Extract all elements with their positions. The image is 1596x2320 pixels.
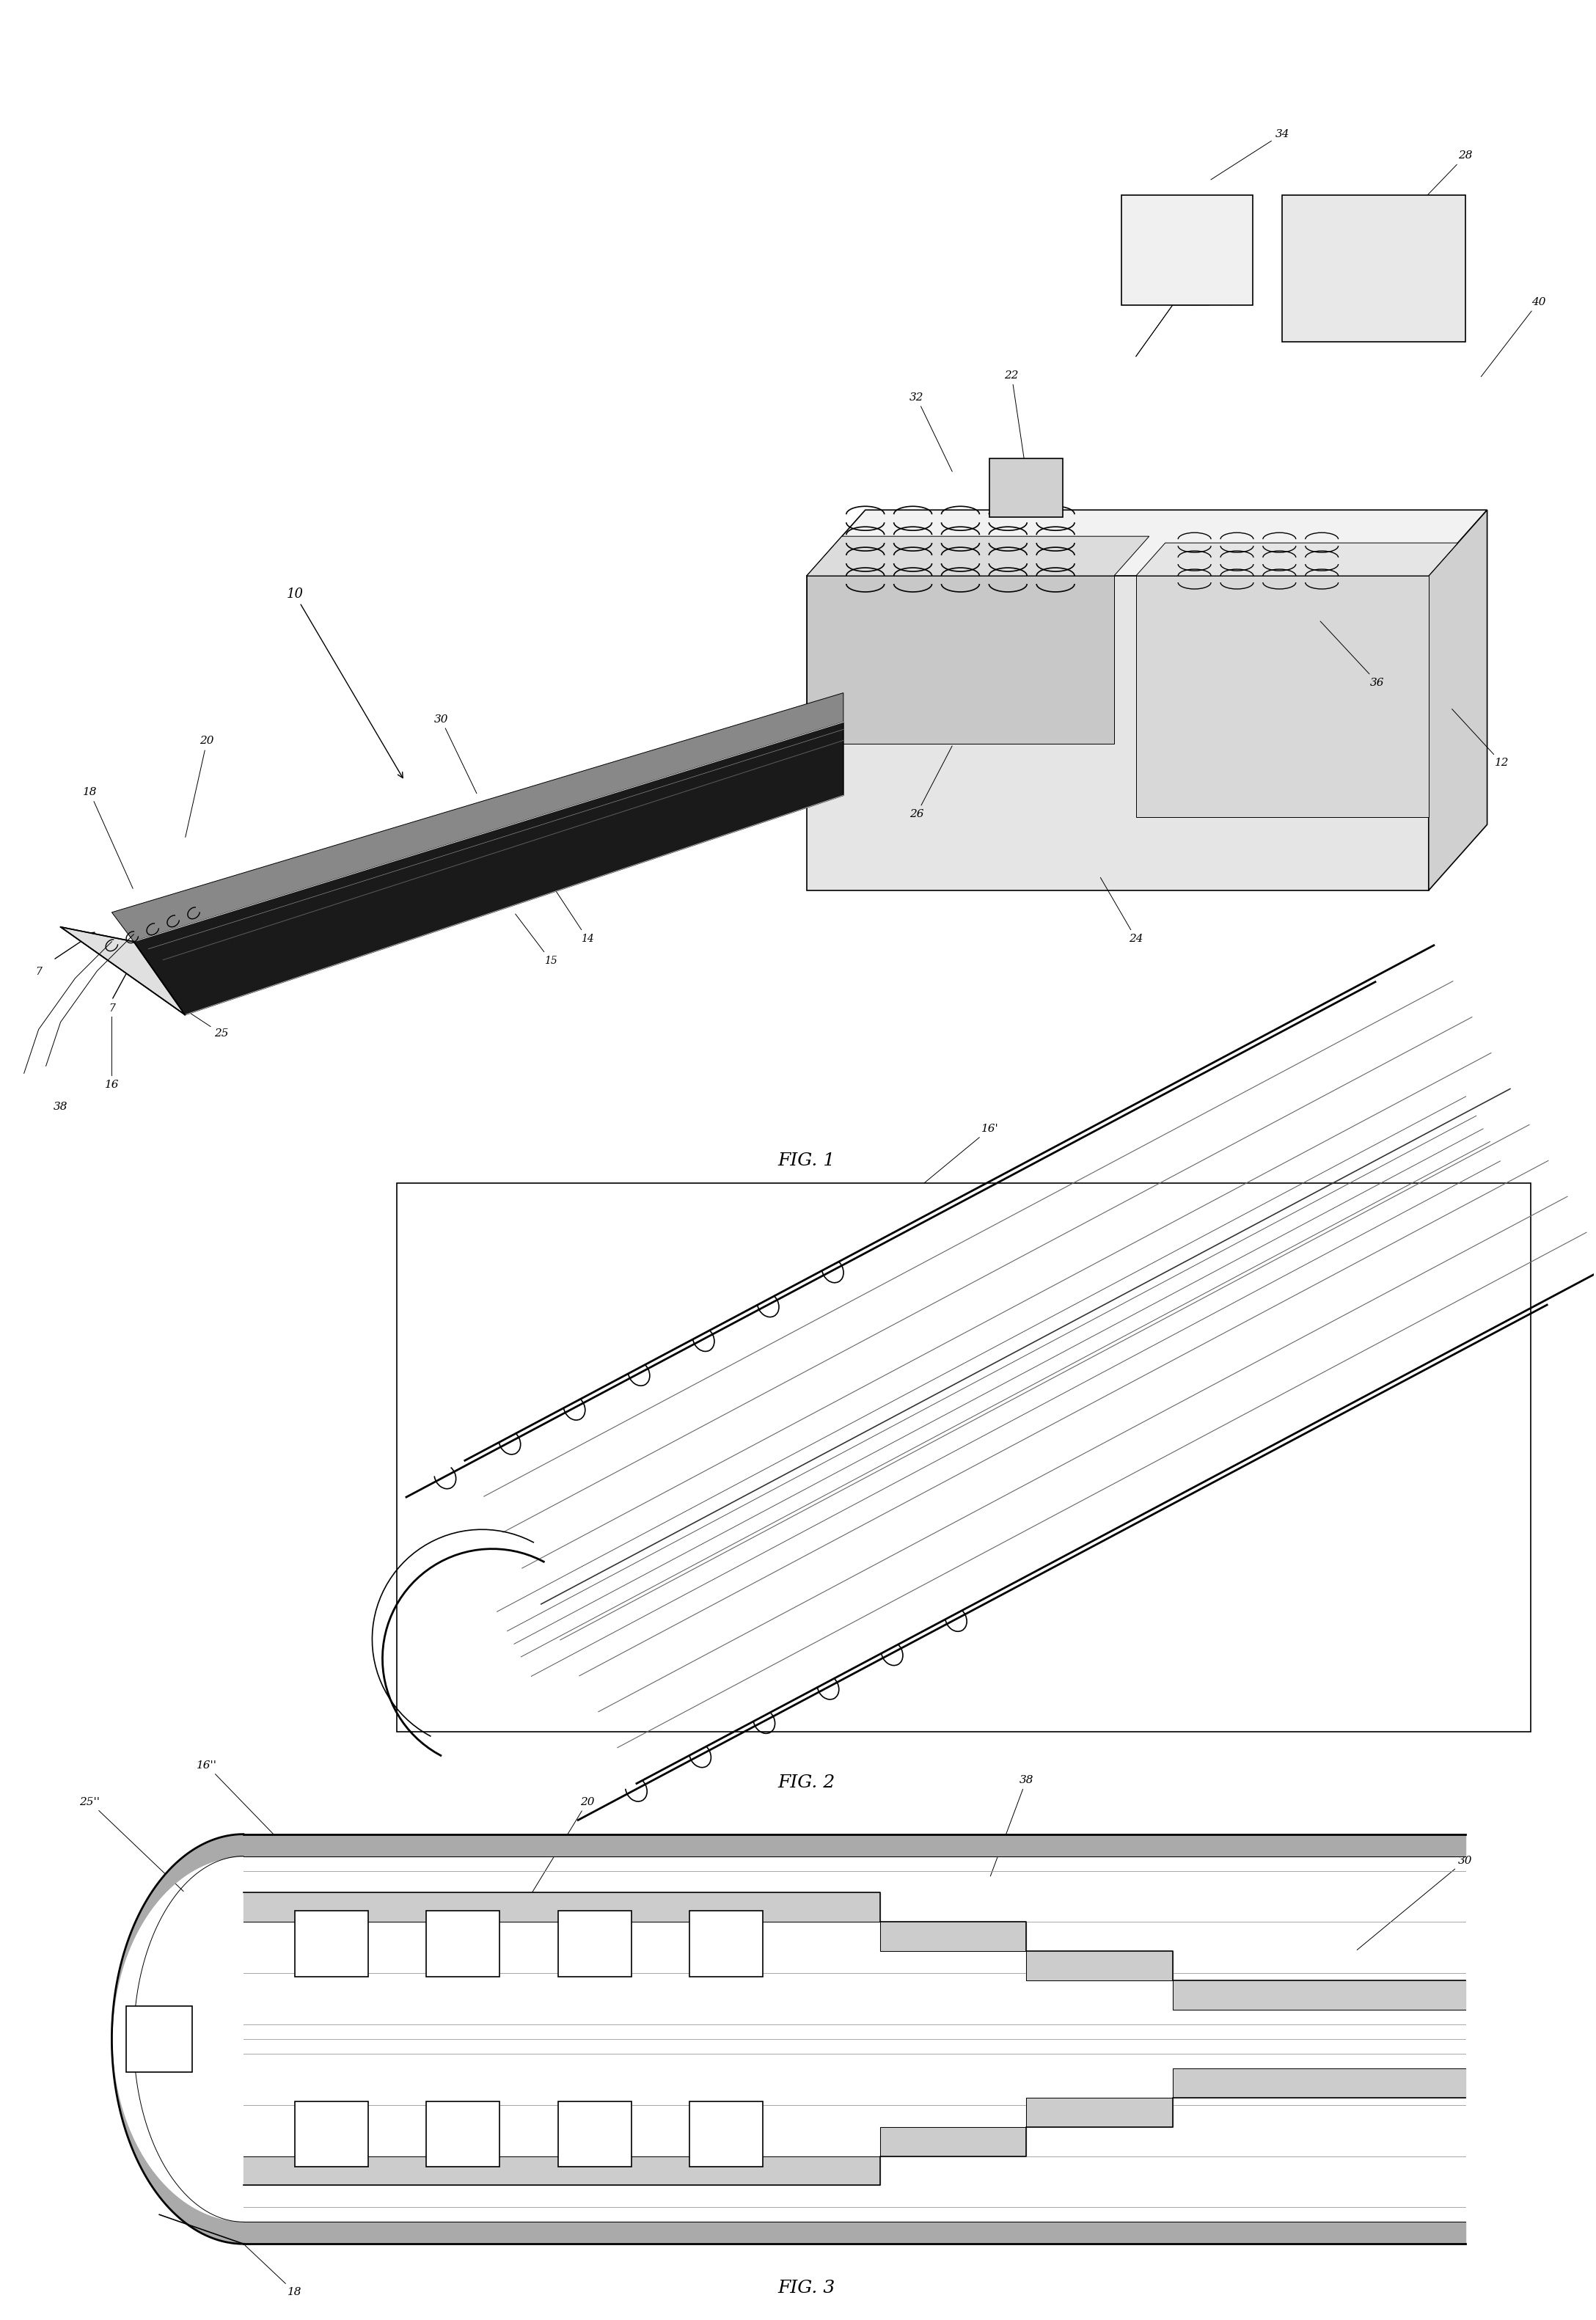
Bar <box>559 1912 630 1977</box>
Polygon shape <box>1136 575 1428 817</box>
Text: 34: 34 <box>1211 130 1290 179</box>
Text: 38: 38 <box>53 1102 67 1111</box>
Polygon shape <box>134 722 843 1014</box>
Text: 25': 25' <box>492 1285 586 1364</box>
Text: 7: 7 <box>35 967 41 977</box>
Text: 26: 26 <box>910 747 953 819</box>
Text: 20: 20 <box>185 735 214 838</box>
Bar <box>397 1183 1531 1731</box>
Text: 30: 30 <box>1321 1329 1436 1383</box>
Text: 25: 25 <box>150 986 228 1039</box>
Text: 16'': 16'' <box>196 1761 294 1854</box>
Bar <box>559 2102 630 2167</box>
Polygon shape <box>61 928 185 1014</box>
Text: 40: 40 <box>1481 297 1545 376</box>
Text: 18: 18 <box>244 2246 302 2297</box>
Text: 38: 38 <box>800 1269 814 1364</box>
Text: 30: 30 <box>434 715 477 793</box>
Polygon shape <box>808 536 1149 575</box>
Text: 24: 24 <box>1100 877 1143 944</box>
Text: 14: 14 <box>552 884 594 944</box>
Text: 38: 38 <box>991 1775 1033 1877</box>
Text: 12: 12 <box>1452 710 1508 768</box>
Bar <box>1122 195 1253 306</box>
Text: 16': 16' <box>881 1123 999 1218</box>
Polygon shape <box>808 575 1428 891</box>
Polygon shape <box>1136 543 1457 575</box>
Bar <box>689 1912 763 1977</box>
Bar <box>426 2102 500 2167</box>
Bar <box>126 2007 192 2072</box>
Text: 28: 28 <box>1393 151 1473 230</box>
Text: 22: 22 <box>1004 371 1026 471</box>
Polygon shape <box>808 510 1487 575</box>
Polygon shape <box>808 575 1114 745</box>
Text: FIG. 3: FIG. 3 <box>779 2278 835 2297</box>
Text: 16: 16 <box>105 1016 120 1090</box>
Text: 36: 36 <box>1320 622 1385 687</box>
Text: 18: 18 <box>581 1645 622 1712</box>
Text: 32: 32 <box>910 392 953 471</box>
Polygon shape <box>112 694 843 942</box>
Text: 30: 30 <box>1357 1856 1473 1949</box>
Bar <box>689 2102 763 2167</box>
Text: 10: 10 <box>286 587 402 777</box>
Text: 15: 15 <box>516 914 557 965</box>
Text: 7: 7 <box>109 1002 115 1014</box>
Text: 20: 20 <box>516 1798 594 1921</box>
Bar <box>295 2102 367 2167</box>
Bar <box>1282 195 1465 341</box>
Text: 20: 20 <box>616 1322 696 1401</box>
Polygon shape <box>1428 510 1487 891</box>
Text: FIG. 2: FIG. 2 <box>779 1775 835 1791</box>
Text: FIG. 1: FIG. 1 <box>779 1153 835 1169</box>
Bar <box>990 459 1063 517</box>
Text: 18: 18 <box>83 786 132 889</box>
Bar <box>295 1912 367 1977</box>
Text: 25'': 25'' <box>80 1798 184 1891</box>
Bar <box>426 1912 500 1977</box>
